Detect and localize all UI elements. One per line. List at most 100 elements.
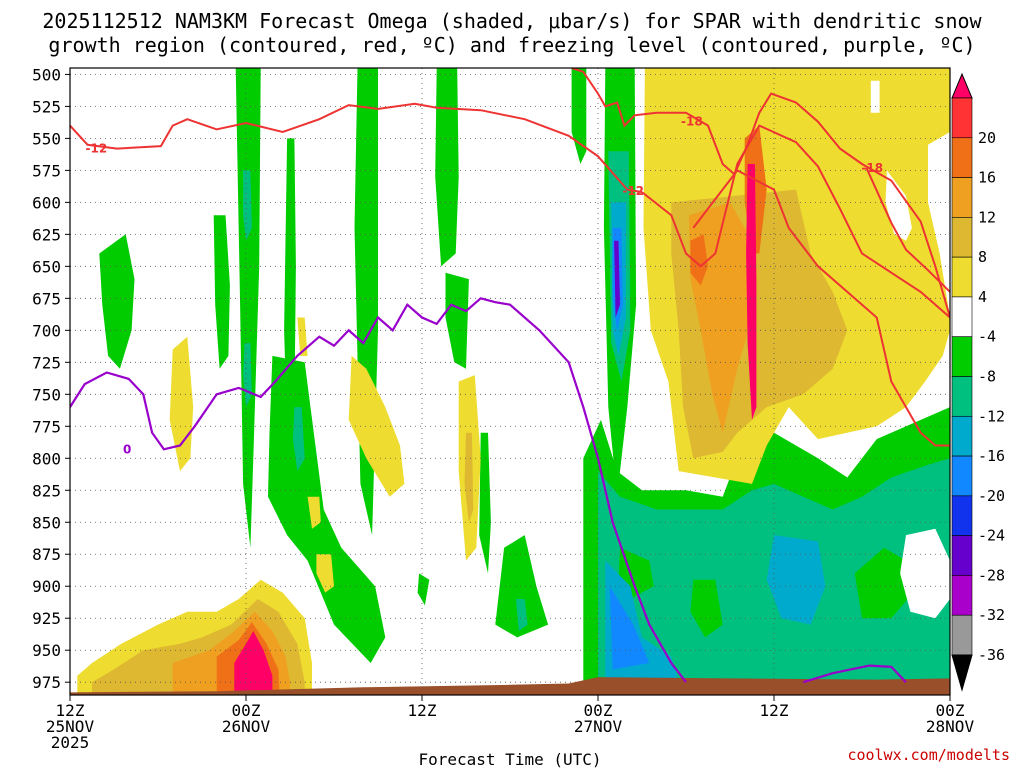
colorbar-label-1: 16 — [978, 169, 996, 187]
x-tick-label-12-1: 26NOV — [222, 717, 271, 736]
x-tick-label-0-0: 12Z — [56, 701, 85, 720]
y-tick-label-900: 900 — [32, 577, 61, 596]
y-tick-label-875: 875 — [32, 545, 61, 564]
colorbar-bottom-arrow — [951, 654, 973, 692]
colorbar-segment-5 — [951, 296, 973, 338]
y-tick-label-850: 850 — [32, 513, 61, 532]
y-tick-label-800: 800 — [32, 449, 61, 468]
omega-region-strong-27 — [766, 535, 826, 625]
y-tick-label-775: 775 — [32, 417, 61, 436]
omega-region-sink_weak-34 — [316, 554, 334, 593]
colorbar-label-12: -32 — [978, 606, 1005, 624]
omega-region-sink_weak-33 — [297, 317, 308, 356]
y-tick-label-700: 700 — [32, 321, 61, 340]
x-tick-label-60-1: 28NOV — [926, 717, 975, 736]
colorbar-segment-3 — [951, 217, 973, 258]
colorbar-segment-10 — [951, 495, 973, 536]
colorbar-label-7: -12 — [978, 407, 1005, 425]
colorbar-segment-9 — [951, 455, 973, 497]
x-tick-label-60-0: 00Z — [936, 701, 965, 720]
ground-layer — [70, 677, 950, 695]
omega-region-sink_vstrong-39 — [690, 234, 708, 286]
x-tick-label-36-0: 00Z — [584, 701, 613, 720]
contour-labels: -12 -12 -18 -18 0 — [86, 115, 884, 457]
omega-region-green-2 — [99, 234, 135, 369]
y-tick-label-525: 525 — [32, 97, 61, 116]
omega-region-green-12 — [495, 535, 549, 638]
dgz-contour-5 — [692, 169, 950, 447]
omega-region-green-14 — [417, 573, 430, 606]
freezing-level-contour-1 — [802, 664, 907, 684]
x-tick-label-12-0: 00Z — [232, 701, 261, 720]
freezing-level-label-0: 0 — [123, 442, 131, 456]
colorbar-legend: 20 16 12 8 4 -4 -8 -12 -16 -20 -24 -28 -32 -36 — [951, 72, 1005, 692]
colorbar-segment-0 — [951, 97, 973, 139]
dgz-contour-2 — [571, 68, 736, 175]
colorbar-label-8: -16 — [978, 447, 1005, 465]
dgz-contour-label-0: -12 — [86, 142, 108, 156]
dgz-contour-0 — [70, 102, 643, 194]
y-tick-label-550: 550 — [32, 129, 61, 148]
colorbar-label-10: -24 — [978, 527, 1005, 545]
colorbar-segment-8 — [951, 415, 973, 457]
contour-layer — [70, 68, 950, 684]
colorbar-segment-12 — [951, 575, 973, 616]
omega-region-mod-13 — [515, 599, 528, 631]
colorbar-segment-1 — [951, 137, 973, 178]
credit-text: coolwx.com/modelts — [847, 746, 1010, 764]
colorbar-label-0: 20 — [978, 129, 996, 147]
y-tick-label-650: 650 — [32, 257, 61, 276]
y-tick-label-825: 825 — [32, 481, 61, 500]
y-tick-label-975: 975 — [32, 673, 61, 692]
colorbar-segment-4 — [951, 256, 973, 298]
omega-region-white-50 — [900, 528, 950, 619]
y-tick-label-675: 675 — [32, 289, 61, 308]
y-tick-label-625: 625 — [32, 225, 61, 244]
freezing-level-contour-0 — [70, 297, 687, 683]
colorbar-segment-6 — [951, 336, 973, 377]
x-axis-title: Forecast Time (UTC) — [418, 750, 601, 768]
dgz-contour-label-2: -18 — [681, 115, 703, 129]
y-tick-label-725: 725 — [32, 353, 61, 372]
ground-terrain — [70, 677, 950, 695]
omega-region-sink_mod-36 — [464, 432, 474, 523]
dgz-contour-label-1: -12 — [622, 184, 644, 198]
colorbar-label-3: 8 — [978, 248, 987, 266]
dgz-contour-1 — [641, 124, 950, 319]
x-tick-label-24-0: 12Z — [408, 701, 437, 720]
grid-lines — [70, 68, 950, 695]
y-tick-label-750: 750 — [32, 385, 61, 404]
x-tick-label-0-2: 2025 — [51, 733, 90, 752]
omega-region-sink_max-46 — [234, 631, 273, 695]
chart-title-line2: growth region (contoured, red, ºC) and f… — [48, 33, 975, 57]
plot-frame — [69, 67, 951, 696]
omega-region-mod-4 — [243, 170, 252, 241]
y-tick-label-950: 950 — [32, 641, 61, 660]
colorbar-segment-13 — [951, 614, 973, 656]
colorbar-label-6: -8 — [978, 368, 996, 386]
x-tick-label-48-0: 12Z — [760, 701, 789, 720]
y-tick-label-925: 925 — [32, 609, 61, 628]
colorbar-label-4: 4 — [978, 288, 987, 306]
dgz-contour-3 — [733, 92, 950, 318]
colorbar-label-9: -20 — [978, 487, 1005, 505]
y-tick-label-600: 600 — [32, 193, 61, 212]
x-tick-label-0-1: 25NOV — [46, 717, 95, 736]
colorbar-segment-11 — [951, 535, 973, 576]
omega-region-vstrong-28 — [609, 586, 650, 670]
y-tick-label-500: 500 — [32, 65, 61, 84]
omega-region-green-10 — [445, 272, 469, 369]
y-axis-pressure: 500 525 550 575 600 625 650 675 700 725 750 775 800 8… — [32, 65, 70, 692]
omega-shading-layer — [77, 68, 950, 695]
dgz-contour-label-3: -18 — [861, 161, 883, 175]
colorbar-label-11: -28 — [978, 566, 1005, 584]
omega-region-green-11 — [479, 432, 491, 574]
omega-region-mod-8 — [292, 407, 305, 472]
dgz-contour-4 — [865, 167, 950, 293]
colorbar-segment-7 — [951, 376, 973, 417]
omega-region-green-3 — [235, 68, 261, 548]
omega-region-white-49 — [928, 132, 950, 318]
omega-region-sink_max-41 — [746, 164, 757, 420]
